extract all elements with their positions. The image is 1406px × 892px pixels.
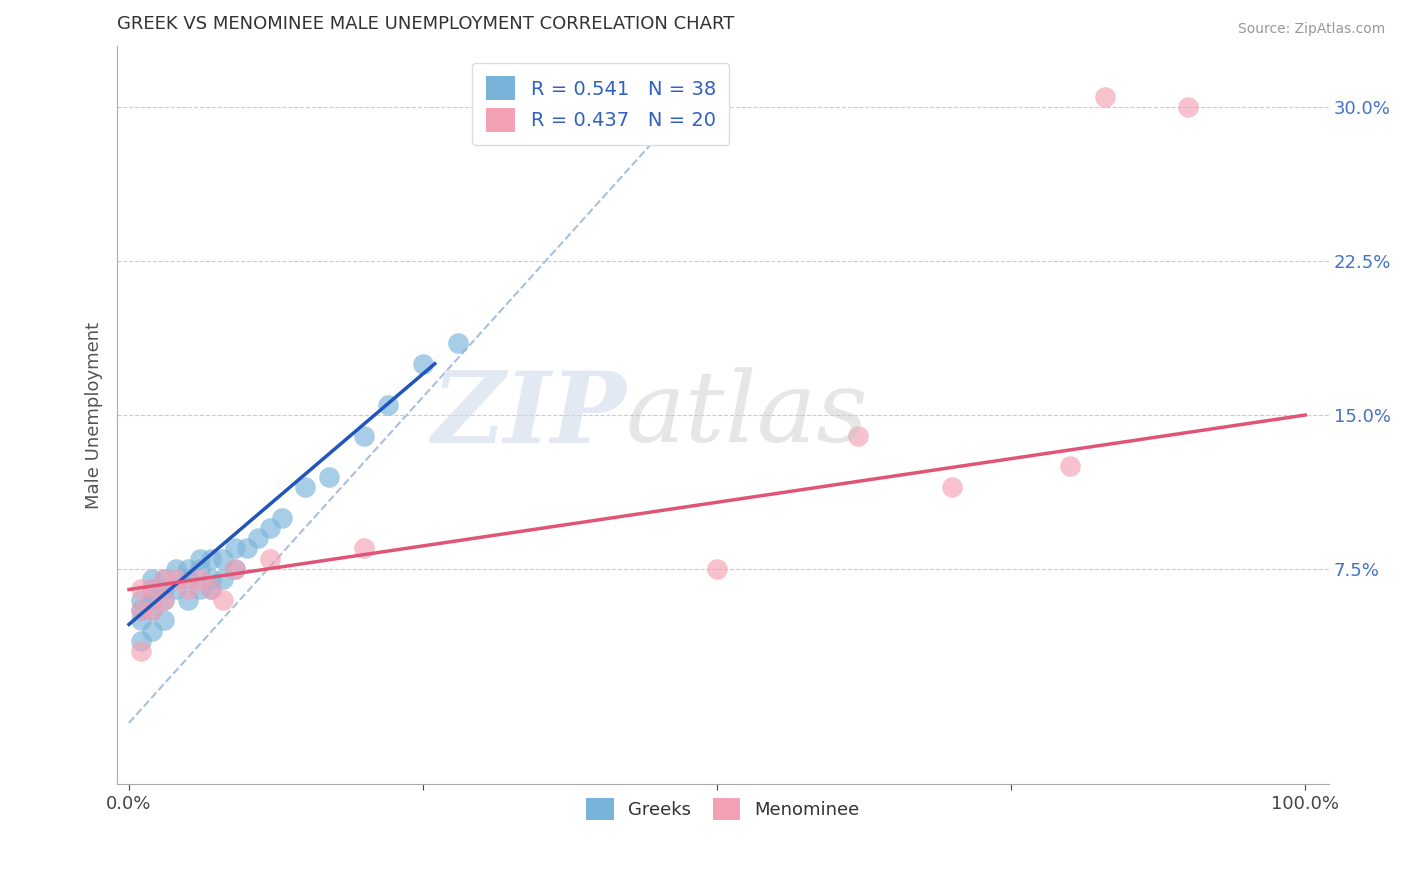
Point	[141, 582, 163, 597]
Point	[129, 582, 152, 597]
Point	[200, 551, 222, 566]
Point	[259, 521, 281, 535]
Text: Source: ZipAtlas.com: Source: ZipAtlas.com	[1237, 22, 1385, 37]
Legend: Greeks, Menominee: Greeks, Menominee	[579, 790, 866, 827]
Point	[235, 541, 257, 556]
Y-axis label: Male Unemployment: Male Unemployment	[86, 321, 103, 508]
Text: GREEK VS MENOMINEE MALE UNEMPLOYMENT CORRELATION CHART: GREEK VS MENOMINEE MALE UNEMPLOYMENT COR…	[117, 15, 734, 33]
Point	[153, 582, 176, 597]
Point	[200, 572, 222, 586]
Point	[447, 336, 470, 351]
Point	[212, 551, 235, 566]
Point	[129, 633, 152, 648]
Point	[224, 562, 246, 576]
Point	[1059, 459, 1081, 474]
Point	[224, 541, 246, 556]
Point	[200, 582, 222, 597]
Point	[141, 603, 163, 617]
Point	[153, 572, 176, 586]
Point	[129, 603, 152, 617]
Point	[141, 624, 163, 638]
Point	[177, 582, 200, 597]
Point	[141, 582, 163, 597]
Point	[188, 551, 211, 566]
Point	[377, 398, 399, 412]
Point	[200, 582, 222, 597]
Point	[412, 357, 434, 371]
Point	[941, 480, 963, 494]
Point	[129, 592, 152, 607]
Point	[165, 562, 187, 576]
Point	[353, 541, 375, 556]
Point	[188, 562, 211, 576]
Point	[318, 469, 340, 483]
Point	[224, 562, 246, 576]
Point	[212, 592, 235, 607]
Point	[706, 562, 728, 576]
Point	[188, 582, 211, 597]
Point	[294, 480, 316, 494]
Point	[153, 592, 176, 607]
Point	[165, 572, 187, 586]
Point	[247, 531, 270, 545]
Point	[1094, 90, 1116, 104]
Point	[129, 603, 152, 617]
Point	[141, 572, 163, 586]
Point	[353, 428, 375, 442]
Point	[259, 551, 281, 566]
Text: ZIP: ZIP	[432, 367, 626, 463]
Point	[177, 592, 200, 607]
Point	[846, 428, 869, 442]
Point	[270, 510, 292, 524]
Point	[153, 592, 176, 607]
Point	[177, 562, 200, 576]
Text: atlas: atlas	[626, 368, 869, 463]
Point	[141, 592, 163, 607]
Point	[129, 613, 152, 627]
Point	[153, 572, 176, 586]
Point	[212, 572, 235, 586]
Point	[141, 603, 163, 617]
Point	[129, 644, 152, 658]
Point	[153, 613, 176, 627]
Point	[1177, 100, 1199, 114]
Point	[165, 582, 187, 597]
Point	[177, 572, 200, 586]
Point	[188, 572, 211, 586]
